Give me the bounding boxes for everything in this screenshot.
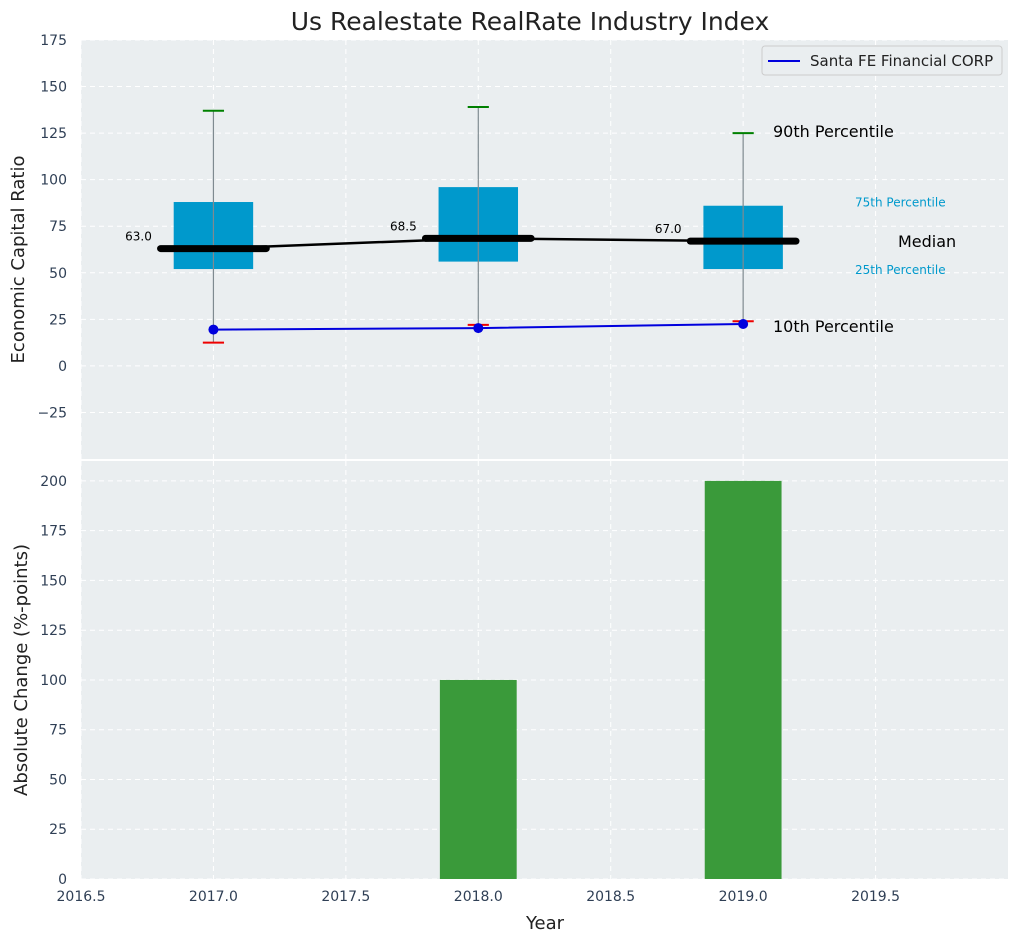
y-tick-label: 175 bbox=[40, 524, 67, 540]
y-tick-label: 100 bbox=[40, 673, 67, 689]
annotation-p25: 25th Percentile bbox=[855, 263, 946, 277]
y-tick-label: 25 bbox=[49, 312, 67, 328]
x-tick-label: 2019.0 bbox=[719, 889, 768, 905]
annotation-p90: 90th Percentile bbox=[773, 122, 894, 141]
y-tick-label: 175 bbox=[40, 33, 67, 49]
x-tick-label: 2018.0 bbox=[454, 889, 503, 905]
y-tick-label: 125 bbox=[40, 623, 67, 639]
y-tick-label: 75 bbox=[49, 723, 67, 739]
x-tick-label: 2017.5 bbox=[321, 889, 370, 905]
median-trend-line bbox=[213, 237, 744, 250]
annotation-median: Median bbox=[898, 232, 956, 251]
bar-chart-area bbox=[81, 461, 1008, 879]
y-axis-label-bottom: Absolute Change (%-points) bbox=[11, 544, 32, 796]
y-tick-label: 25 bbox=[49, 822, 67, 838]
y-tick-label: 0 bbox=[58, 359, 67, 375]
y-tick-label: 150 bbox=[40, 573, 67, 589]
change-bar bbox=[439, 679, 517, 879]
annotation-p10: 10th Percentile bbox=[773, 317, 894, 336]
box-plot-boxes: 63.0 68.5 67.0 bbox=[125, 106, 800, 344]
change-bar bbox=[704, 480, 782, 879]
x-tick-label: 2018.5 bbox=[586, 889, 635, 905]
annotation-p75: 75th Percentile bbox=[855, 196, 946, 210]
legend-entry: Santa FE Financial CORP bbox=[810, 52, 993, 70]
y-tick-label: 100 bbox=[40, 173, 67, 189]
company-series bbox=[208, 318, 749, 335]
percentile-annotations: 90th Percentile 75th Percentile Median 25th… bbox=[773, 122, 956, 336]
y-tick-label: 50 bbox=[49, 772, 67, 788]
y-tick-label: 0 bbox=[58, 872, 67, 888]
bar-chart-x-ticks: 2016.5 2017.0 2017.5 2018.0 2018.5 2019.0 2019… bbox=[57, 889, 901, 905]
series-point bbox=[738, 318, 749, 329]
median-label: 68.5 bbox=[390, 219, 417, 233]
median-label: 63.0 bbox=[125, 230, 152, 244]
y-tick-label: 150 bbox=[40, 80, 67, 96]
box-plot-y-ticks: −25 0 25 50 75 100 125 150 175 bbox=[37, 33, 67, 421]
bar-chart-panel: 0 25 50 75 100 125 150 175 200 2016.5 2017.0 2017.… bbox=[11, 461, 1008, 934]
x-tick-label: 2019.5 bbox=[851, 889, 900, 905]
legend: Santa FE Financial CORP bbox=[761, 45, 1003, 76]
y-tick-label: 50 bbox=[49, 266, 67, 282]
chart-title: Us Realestate RealRate Industry Index bbox=[291, 7, 770, 36]
y-tick-label: 125 bbox=[40, 126, 67, 142]
x-axis-label: Year bbox=[525, 913, 565, 934]
bar-chart-bars bbox=[439, 480, 782, 879]
box-plot-panel: −25 0 25 50 75 100 125 150 175 63.0 68.5 67.0 90th… bbox=[8, 7, 1008, 459]
median-label: 67.0 bbox=[655, 222, 682, 236]
x-tick-label: 2016.5 bbox=[57, 889, 106, 905]
series-point bbox=[473, 323, 484, 334]
bar-chart-y-ticks: 0 25 50 75 100 125 150 175 200 bbox=[40, 474, 67, 888]
y-tick-label: 200 bbox=[40, 474, 67, 490]
legend-box bbox=[761, 45, 1003, 76]
y-tick-label: −25 bbox=[37, 405, 67, 421]
series-point bbox=[208, 324, 219, 335]
y-tick-label: 75 bbox=[49, 219, 67, 235]
y-axis-label-top: Economic Capital Ratio bbox=[8, 156, 29, 364]
x-tick-label: 2017.0 bbox=[189, 889, 238, 905]
